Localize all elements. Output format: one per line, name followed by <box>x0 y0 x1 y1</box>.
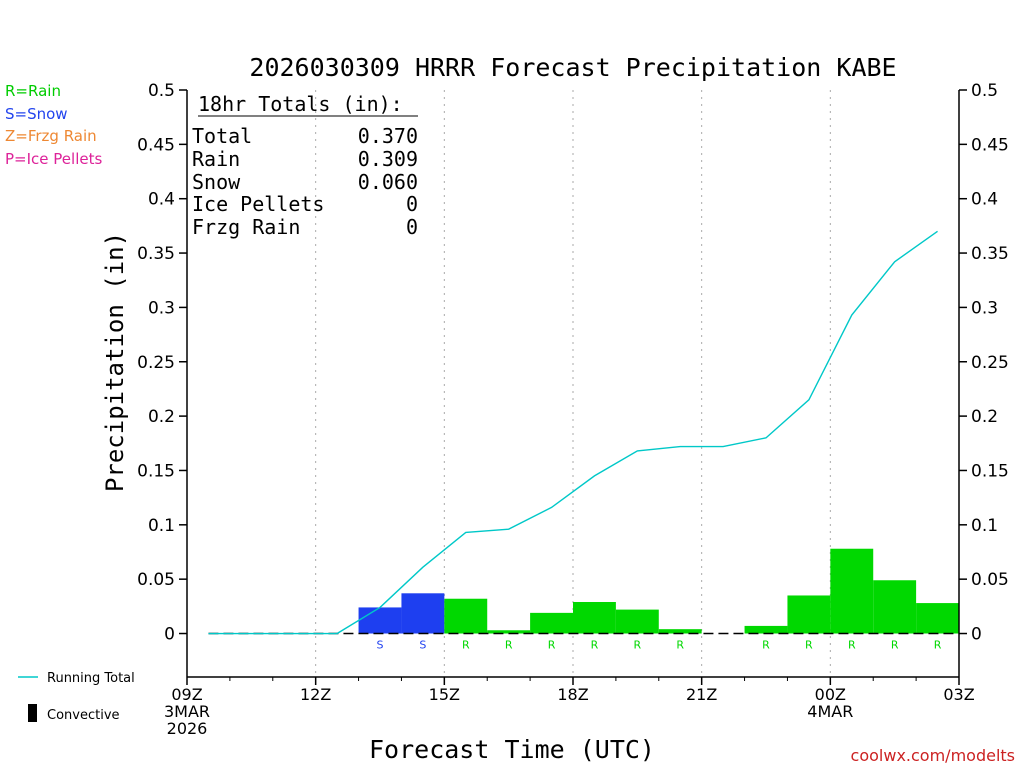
y-tick-label-left: 0.4 <box>148 190 175 210</box>
legend-snow: S=Snow <box>5 105 68 123</box>
totals-label-rain: Rain <box>192 147 240 171</box>
precip-bar <box>444 598 488 634</box>
precip-bar <box>358 607 402 634</box>
x-tick-label: 2026 <box>167 719 208 738</box>
precip-bar <box>744 625 788 634</box>
type-legend: R=Rain S=Snow Z=Frzg Rain P=Ice Pellets <box>5 82 102 168</box>
y-tick-label-right: 0 <box>971 625 982 645</box>
labels-layer: S S R R R R R R R R R R R0 00.05 0.050.1 0.10.15 0.150.2… <box>137 81 1009 738</box>
precip-bar <box>530 612 573 634</box>
totals-value-frzg-rain: 0 <box>406 215 418 239</box>
y-tick-label-right: 0.1 <box>971 516 998 536</box>
bar-type-label: R <box>548 639 556 652</box>
legend-frzg-rain: Z=Frzg Rain <box>5 127 97 145</box>
axes-layer <box>179 89 967 685</box>
x-tick-label: 3MAR <box>164 702 210 721</box>
y-tick-label-right: 0.45 <box>971 135 1009 155</box>
legend-convective: Convective <box>47 708 120 723</box>
bar-type-label: R <box>676 639 684 652</box>
credit-text: coolwx.com/modelts <box>851 746 1015 765</box>
bar-type-label: R <box>634 639 642 652</box>
totals-value-ice-pellets: 0 <box>406 192 418 216</box>
chart-title: 2026030309 HRRR Forecast Precipitation K… <box>249 53 896 82</box>
bar-type-label: R <box>848 639 856 652</box>
y-tick-label-right: 0.4 <box>971 190 998 210</box>
totals-label-snow: Snow <box>192 170 241 194</box>
y-tick-label-left: 0.15 <box>137 461 175 481</box>
totals-box: 18hr Totals (in): Total 0.370 Rain 0.309… <box>192 92 418 239</box>
precip-bar <box>573 601 616 634</box>
x-tick-label: 00Z <box>815 685 846 704</box>
y-tick-label-right: 0.05 <box>971 570 1009 590</box>
totals-label-total: Total <box>192 124 252 148</box>
bar-type-label: R <box>891 639 899 652</box>
bar-type-label: R <box>591 639 599 652</box>
x-tick-label: 09Z <box>171 685 202 704</box>
bar-type-label: R <box>762 639 770 652</box>
x-axis-label: Forecast Time (UTC) <box>369 735 655 764</box>
y-tick-label-right: 0.15 <box>971 461 1009 481</box>
bar-type-label: S <box>377 639 384 652</box>
y-tick-label-left: 0.3 <box>148 298 175 318</box>
totals-heading: 18hr Totals (in): <box>198 92 403 116</box>
precip-bar <box>658 629 702 634</box>
y-axis-label: Precipitation (in) <box>101 232 129 492</box>
bar-type-label: R <box>934 639 942 652</box>
x-tick-label: 15Z <box>429 685 460 704</box>
totals-label-frzg-rain: Frzg Rain <box>192 215 300 239</box>
bar-type-label: R <box>805 639 813 652</box>
precip-bar <box>615 609 659 634</box>
totals-value-snow: 0.060 <box>358 170 418 194</box>
y-tick-label-left: 0.2 <box>148 407 175 427</box>
bar-type-label: R <box>462 639 470 652</box>
y-tick-label-right: 0.2 <box>971 407 998 427</box>
bars-layer <box>208 548 959 635</box>
y-tick-label-left: 0.05 <box>137 570 175 590</box>
y-tick-label-left: 0 <box>164 625 175 645</box>
y-tick-label-right: 0.5 <box>971 81 998 101</box>
x-tick-label: 18Z <box>557 685 588 704</box>
precip-bar <box>830 548 874 634</box>
y-tick-label-left: 0.45 <box>137 135 175 155</box>
y-tick-label-right: 0.3 <box>971 298 998 318</box>
legend-ice-pellets: P=Ice Pellets <box>5 150 102 168</box>
x-tick-label: 4MAR <box>807 702 853 721</box>
precip-bar <box>787 595 831 634</box>
y-tick-label-right: 0.25 <box>971 353 1009 373</box>
bar-type-label: R <box>505 639 513 652</box>
precip-bar <box>873 580 917 634</box>
legend-rain: R=Rain <box>5 82 61 100</box>
totals-label-ice-pellets: Ice Pellets <box>192 192 324 216</box>
line-legend: Running Total Convective <box>18 671 135 723</box>
x-tick-label: 03Z <box>943 685 974 704</box>
totals-value-total: 0.370 <box>358 124 418 148</box>
y-tick-label-left: 0.1 <box>148 516 175 536</box>
y-tick-label-right: 0.35 <box>971 244 1009 264</box>
precip-bar <box>401 593 445 634</box>
line-layer <box>208 230 938 635</box>
convective-swatch <box>28 704 37 722</box>
x-tick-label: 21Z <box>686 685 717 704</box>
precip-bar <box>487 630 531 634</box>
totals-value-rain: 0.309 <box>358 147 418 171</box>
y-tick-label-left: 0.5 <box>148 81 175 101</box>
legend-running-total: Running Total <box>47 671 135 686</box>
y-tick-label-left: 0.25 <box>137 353 175 373</box>
running-total-line <box>208 230 938 635</box>
x-tick-label: 12Z <box>300 685 331 704</box>
bar-type-label: S <box>419 639 426 652</box>
precip-bar <box>916 603 959 634</box>
y-tick-label-left: 0.35 <box>137 244 175 264</box>
